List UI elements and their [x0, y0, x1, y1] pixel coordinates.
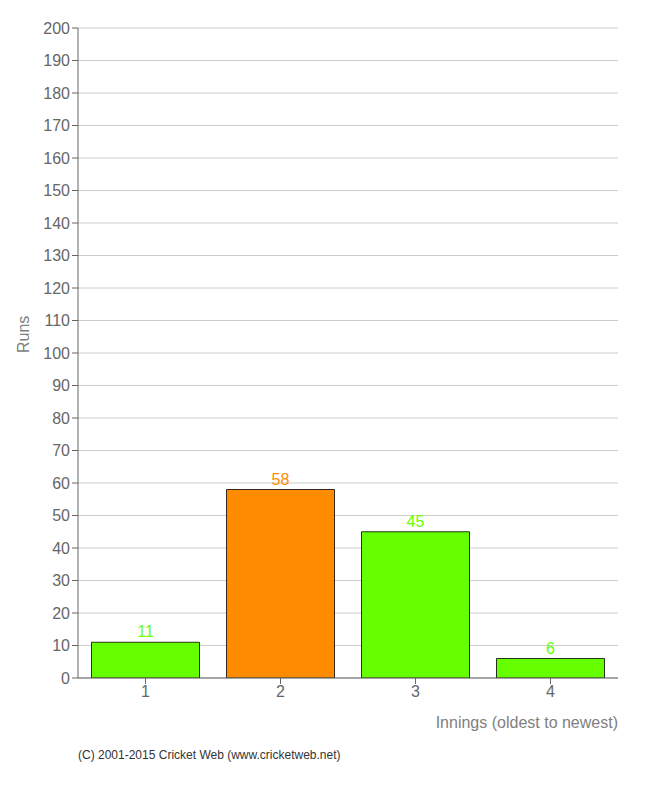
svg-text:140: 140: [43, 215, 70, 232]
svg-text:10: 10: [52, 637, 70, 654]
svg-text:70: 70: [52, 442, 70, 459]
svg-text:190: 190: [43, 52, 70, 69]
svg-text:170: 170: [43, 117, 70, 134]
svg-text:150: 150: [43, 182, 70, 199]
svg-text:58: 58: [272, 471, 290, 488]
svg-text:45: 45: [407, 513, 425, 530]
svg-text:Innings (oldest to newest): Innings (oldest to newest): [436, 714, 618, 731]
svg-text:3: 3: [411, 683, 420, 700]
svg-text:4: 4: [546, 683, 555, 700]
svg-text:Runs: Runs: [15, 316, 32, 353]
svg-text:0: 0: [61, 670, 70, 687]
svg-text:20: 20: [52, 605, 70, 622]
svg-text:6: 6: [546, 640, 555, 657]
svg-text:50: 50: [52, 507, 70, 524]
svg-text:1: 1: [141, 683, 150, 700]
html-text:(C) 2001-2015 Cricket Web (www: (C) 2001-2015 Cricket Web (www.cricketwe…: [78, 748, 341, 762]
svg-text:30: 30: [52, 572, 70, 589]
svg-text:100: 100: [43, 345, 70, 362]
svg-text:40: 40: [52, 540, 70, 557]
svg-text:2: 2: [276, 683, 285, 700]
svg-text:110: 110: [44, 312, 70, 329]
svg-text:130: 130: [43, 247, 70, 264]
svg-text:200: 200: [43, 20, 70, 37]
svg-text:11: 11: [137, 623, 154, 640]
svg-text:160: 160: [43, 150, 70, 167]
svg-text:60: 60: [52, 475, 70, 492]
svg-text:80: 80: [52, 410, 70, 427]
svg-text:180: 180: [43, 85, 70, 102]
svg-text:120: 120: [43, 280, 70, 297]
svg-text:90: 90: [52, 377, 70, 394]
